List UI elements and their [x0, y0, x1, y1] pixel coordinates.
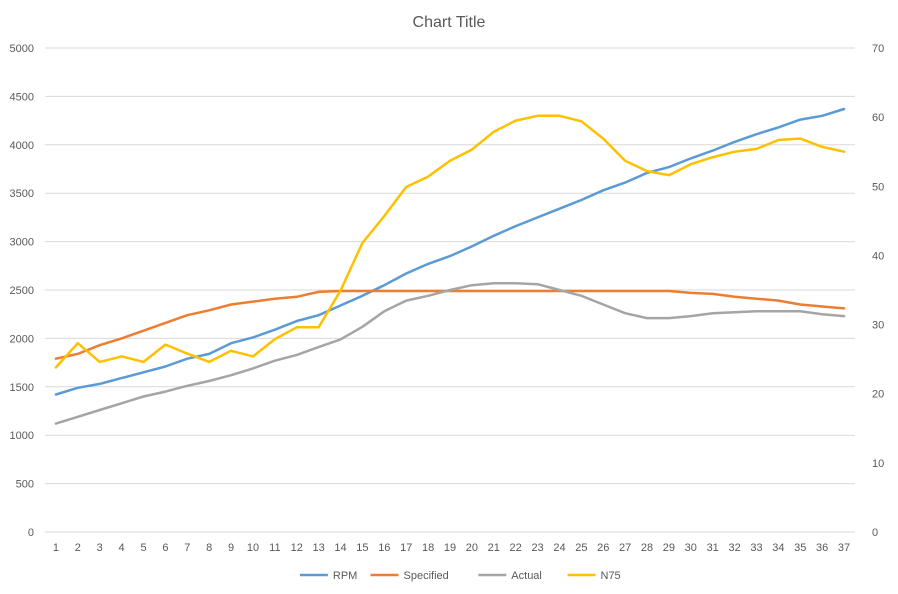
- legend-item-specified: Specified: [370, 570, 449, 582]
- x-tick-label: 9: [228, 542, 234, 554]
- x-tick-label: 18: [422, 542, 434, 554]
- legend-label: N75: [601, 570, 621, 582]
- left-tick-label: 3500: [10, 188, 34, 200]
- series-line-actual: [54, 281, 846, 425]
- x-tick-label: 30: [685, 542, 697, 554]
- left-tick-label: 500: [16, 479, 34, 491]
- left-tick-label: 3000: [10, 237, 34, 249]
- x-axis: 1 2 3 4 5 6 7 8 9 10 11 12 13 14 15 16 17 18 19 20 21 22 23 24 2…: [53, 542, 850, 554]
- right-tick-label: 60: [872, 112, 884, 124]
- x-tick-label: 36: [816, 542, 828, 554]
- x-tick-label: 21: [488, 542, 500, 554]
- x-tick-label: 27: [619, 542, 631, 554]
- chart-title: Chart Title: [413, 14, 486, 31]
- x-tick-label: 25: [575, 542, 587, 554]
- right-tick-label: 50: [872, 181, 884, 193]
- x-tick-label: 7: [184, 542, 190, 554]
- left-axis: 0 500 1000 1500 2000 2500 3000 3500 4000 4500 5000: [10, 43, 34, 539]
- left-tick-label: 2000: [10, 333, 34, 345]
- x-tick-label: 11: [269, 542, 280, 554]
- x-tick-label: 2: [75, 542, 81, 554]
- left-tick-label: 5000: [10, 43, 34, 55]
- x-tick-label: 6: [162, 542, 168, 554]
- series-line-rpm: [54, 107, 846, 396]
- x-tick-label: 1: [53, 542, 59, 554]
- x-tick-label: 29: [663, 542, 675, 554]
- legend-label: RPM: [333, 570, 357, 582]
- x-tick-label: 23: [531, 542, 543, 554]
- x-tick-label: 26: [597, 542, 609, 554]
- legend: RPM Specified Actual N75: [299, 570, 621, 582]
- x-tick-label: 13: [313, 542, 325, 554]
- legend-item-n75: N75: [567, 570, 621, 582]
- series-line-n75: [54, 114, 846, 369]
- legend-item-rpm: RPM: [299, 570, 357, 582]
- x-tick-label: 16: [378, 542, 390, 554]
- x-tick-label: 12: [291, 542, 303, 554]
- legend-label: Actual: [511, 570, 542, 582]
- x-tick-label: 15: [356, 542, 368, 554]
- right-axis: 0 10 20 30 40 50 60 70: [872, 43, 884, 539]
- right-tick-label: 40: [872, 250, 884, 262]
- x-tick-label: 32: [728, 542, 740, 554]
- right-tick-label: 30: [872, 320, 884, 332]
- x-tick-label: 4: [119, 542, 125, 554]
- left-tick-label: 0: [28, 527, 34, 539]
- x-tick-label: 8: [206, 542, 212, 554]
- series-lines: [54, 107, 846, 425]
- right-tick-label: 70: [872, 43, 884, 55]
- x-tick-label: 35: [794, 542, 806, 554]
- left-tick-label: 1000: [10, 430, 34, 442]
- left-tick-label: 4000: [10, 140, 34, 152]
- x-tick-label: 31: [707, 542, 719, 554]
- x-tick-label: 20: [466, 542, 478, 554]
- x-tick-label: 3: [97, 542, 103, 554]
- right-tick-label: 20: [872, 389, 884, 401]
- x-tick-label: 37: [838, 542, 850, 554]
- right-tick-label: 0: [872, 527, 878, 539]
- x-tick-label: 5: [140, 542, 146, 554]
- x-tick-label: 19: [444, 542, 456, 554]
- x-tick-label: 22: [510, 542, 522, 554]
- legend-item-actual: Actual: [478, 570, 542, 582]
- x-tick-label: 34: [772, 542, 784, 554]
- x-tick-label: 24: [553, 542, 565, 554]
- left-tick-label: 1500: [10, 382, 34, 394]
- left-tick-label: 2500: [10, 285, 34, 297]
- x-tick-label: 33: [750, 542, 762, 554]
- x-tick-label: 28: [641, 542, 653, 554]
- left-tick-label: 4500: [10, 91, 34, 103]
- legend-label: Specified: [404, 570, 449, 582]
- right-tick-label: 10: [872, 458, 884, 470]
- x-tick-label: 14: [334, 542, 346, 554]
- x-tick-label: 17: [400, 542, 412, 554]
- x-tick-label: 10: [247, 542, 259, 554]
